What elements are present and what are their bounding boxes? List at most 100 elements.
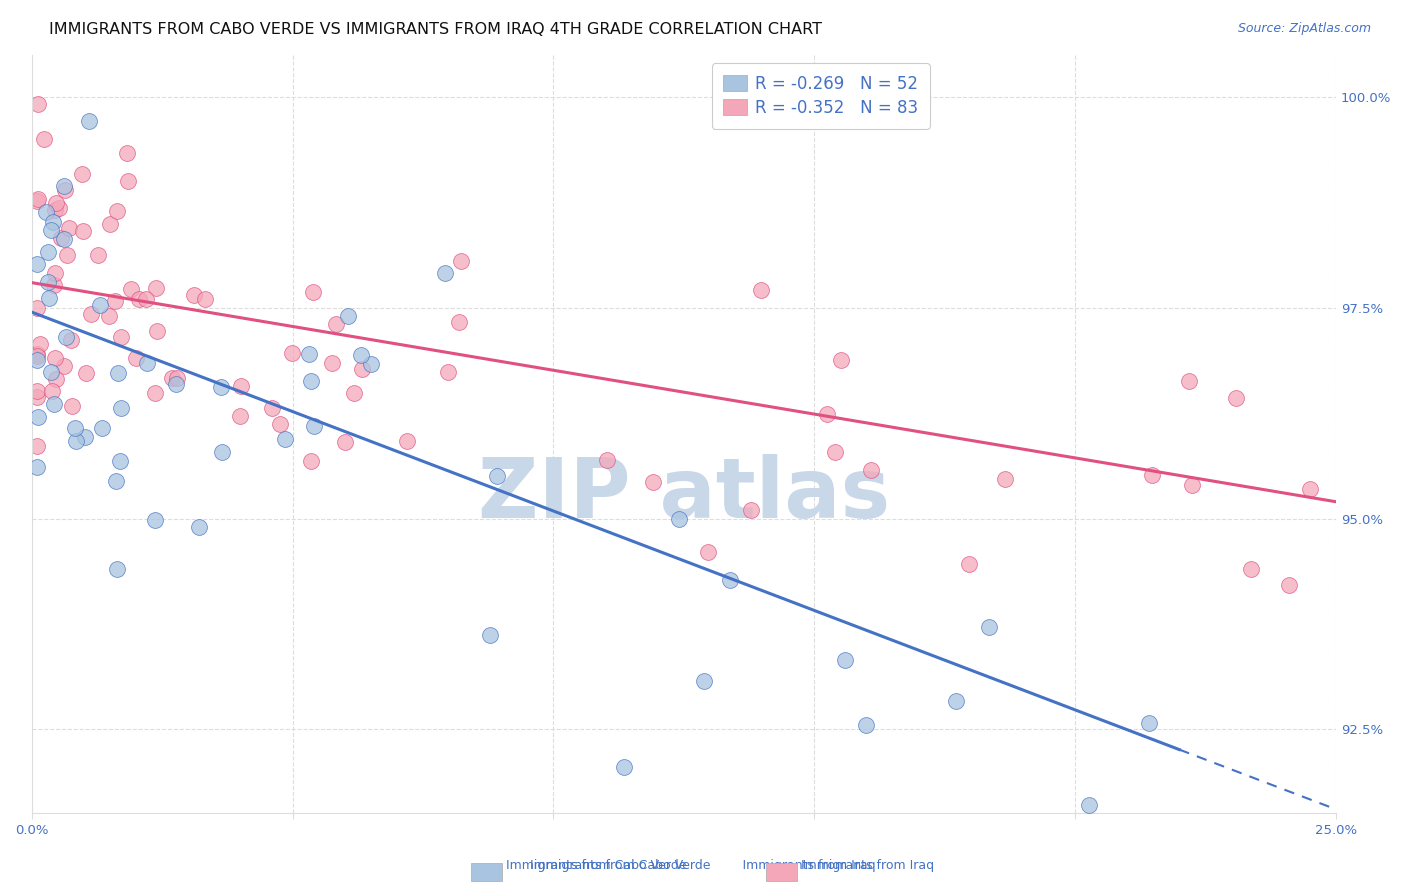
Point [1178, 375, 1201, 389]
Point [44, 351, 66, 366]
Point [957, 557, 980, 571]
Point [437, 365, 460, 379]
Point [53, 183, 76, 197]
Point [692, 673, 714, 688]
Point [117, 174, 139, 188]
Point [1181, 477, 1204, 491]
Point [337, 309, 360, 323]
Point [269, 417, 291, 431]
Point [135, 293, 157, 307]
Point [193, 293, 215, 307]
Text: Source: ZipAtlas.com: Source: ZipAtlas.com [1237, 22, 1371, 36]
Point [299, 453, 322, 467]
Point [27, 409, 49, 424]
Point [32, 132, 55, 146]
Point [25, 349, 48, 363]
Point [302, 285, 325, 299]
Point [25, 194, 48, 209]
Point [165, 376, 187, 391]
Point [108, 454, 131, 468]
Legend: R = -0.269   N = 52, R = -0.352   N = 83: R = -0.269 N = 52, R = -0.352 N = 83 [711, 63, 929, 128]
Point [53, 179, 76, 194]
Point [115, 145, 138, 160]
Point [25, 384, 48, 398]
Point [1225, 391, 1247, 405]
Point [27, 301, 49, 315]
Point [89, 298, 111, 312]
Point [333, 434, 356, 449]
Point [209, 380, 232, 394]
Point [815, 407, 838, 421]
Point [697, 545, 720, 559]
Point [110, 401, 132, 416]
Point [229, 409, 252, 423]
Point [51, 231, 73, 245]
Point [27, 192, 49, 206]
Point [25, 352, 48, 367]
Point [52, 359, 75, 373]
Point [107, 366, 129, 380]
Point [360, 358, 382, 372]
Point [44, 278, 66, 293]
Point [87, 248, 110, 262]
Point [63, 421, 86, 435]
Point [834, 653, 856, 667]
Point [44, 397, 66, 411]
Point [41, 215, 63, 229]
Point [433, 266, 456, 280]
Point [80, 307, 103, 321]
Point [160, 371, 183, 385]
Point [830, 353, 852, 368]
Point [90, 421, 112, 435]
Point [183, 287, 205, 301]
Point [35, 205, 58, 219]
Point [1137, 716, 1160, 731]
Point [211, 445, 233, 459]
Point [304, 419, 326, 434]
Point [166, 371, 188, 385]
Point [59, 333, 82, 347]
Point [39, 223, 62, 237]
Point [107, 562, 129, 576]
Point [352, 361, 374, 376]
Point [396, 434, 419, 448]
Point [27, 257, 49, 271]
Point [146, 324, 169, 338]
Point [668, 512, 690, 526]
Point [718, 573, 741, 587]
Point [343, 386, 366, 401]
Point [1298, 482, 1320, 496]
Point [350, 348, 373, 362]
Point [105, 474, 128, 488]
Point [45, 196, 67, 211]
Point [125, 351, 148, 366]
Text: IMMIGRANTS FROM CABO VERDE VS IMMIGRANTS FROM IRAQ 4TH GRADE CORRELATION CHART: IMMIGRANTS FROM CABO VERDE VS IMMIGRANTS… [49, 22, 823, 37]
Point [860, 463, 883, 477]
Point [25, 347, 48, 361]
Point [321, 356, 343, 370]
Point [145, 513, 167, 527]
Text: ZIP atlas: ZIP atlas [478, 454, 890, 535]
Point [45, 372, 67, 386]
Point [110, 329, 132, 343]
Point [38, 291, 60, 305]
Point [128, 293, 150, 307]
Point [1240, 562, 1263, 576]
Text: Immigrants from Iraq: Immigrants from Iraq [801, 859, 935, 872]
Point [120, 282, 142, 296]
Point [55, 329, 77, 343]
Point [855, 717, 877, 731]
Point [1140, 467, 1163, 482]
Point [145, 280, 167, 294]
Point [298, 347, 321, 361]
Point [596, 452, 619, 467]
Point [37, 275, 59, 289]
Point [450, 254, 472, 268]
Point [30, 336, 52, 351]
Point [486, 468, 509, 483]
Point [1278, 577, 1301, 591]
Point [98, 309, 121, 323]
Point [53, 231, 76, 245]
Point [104, 293, 127, 308]
Text: Immigrants from Cabo Verde: Immigrants from Cabo Verde [506, 859, 686, 872]
